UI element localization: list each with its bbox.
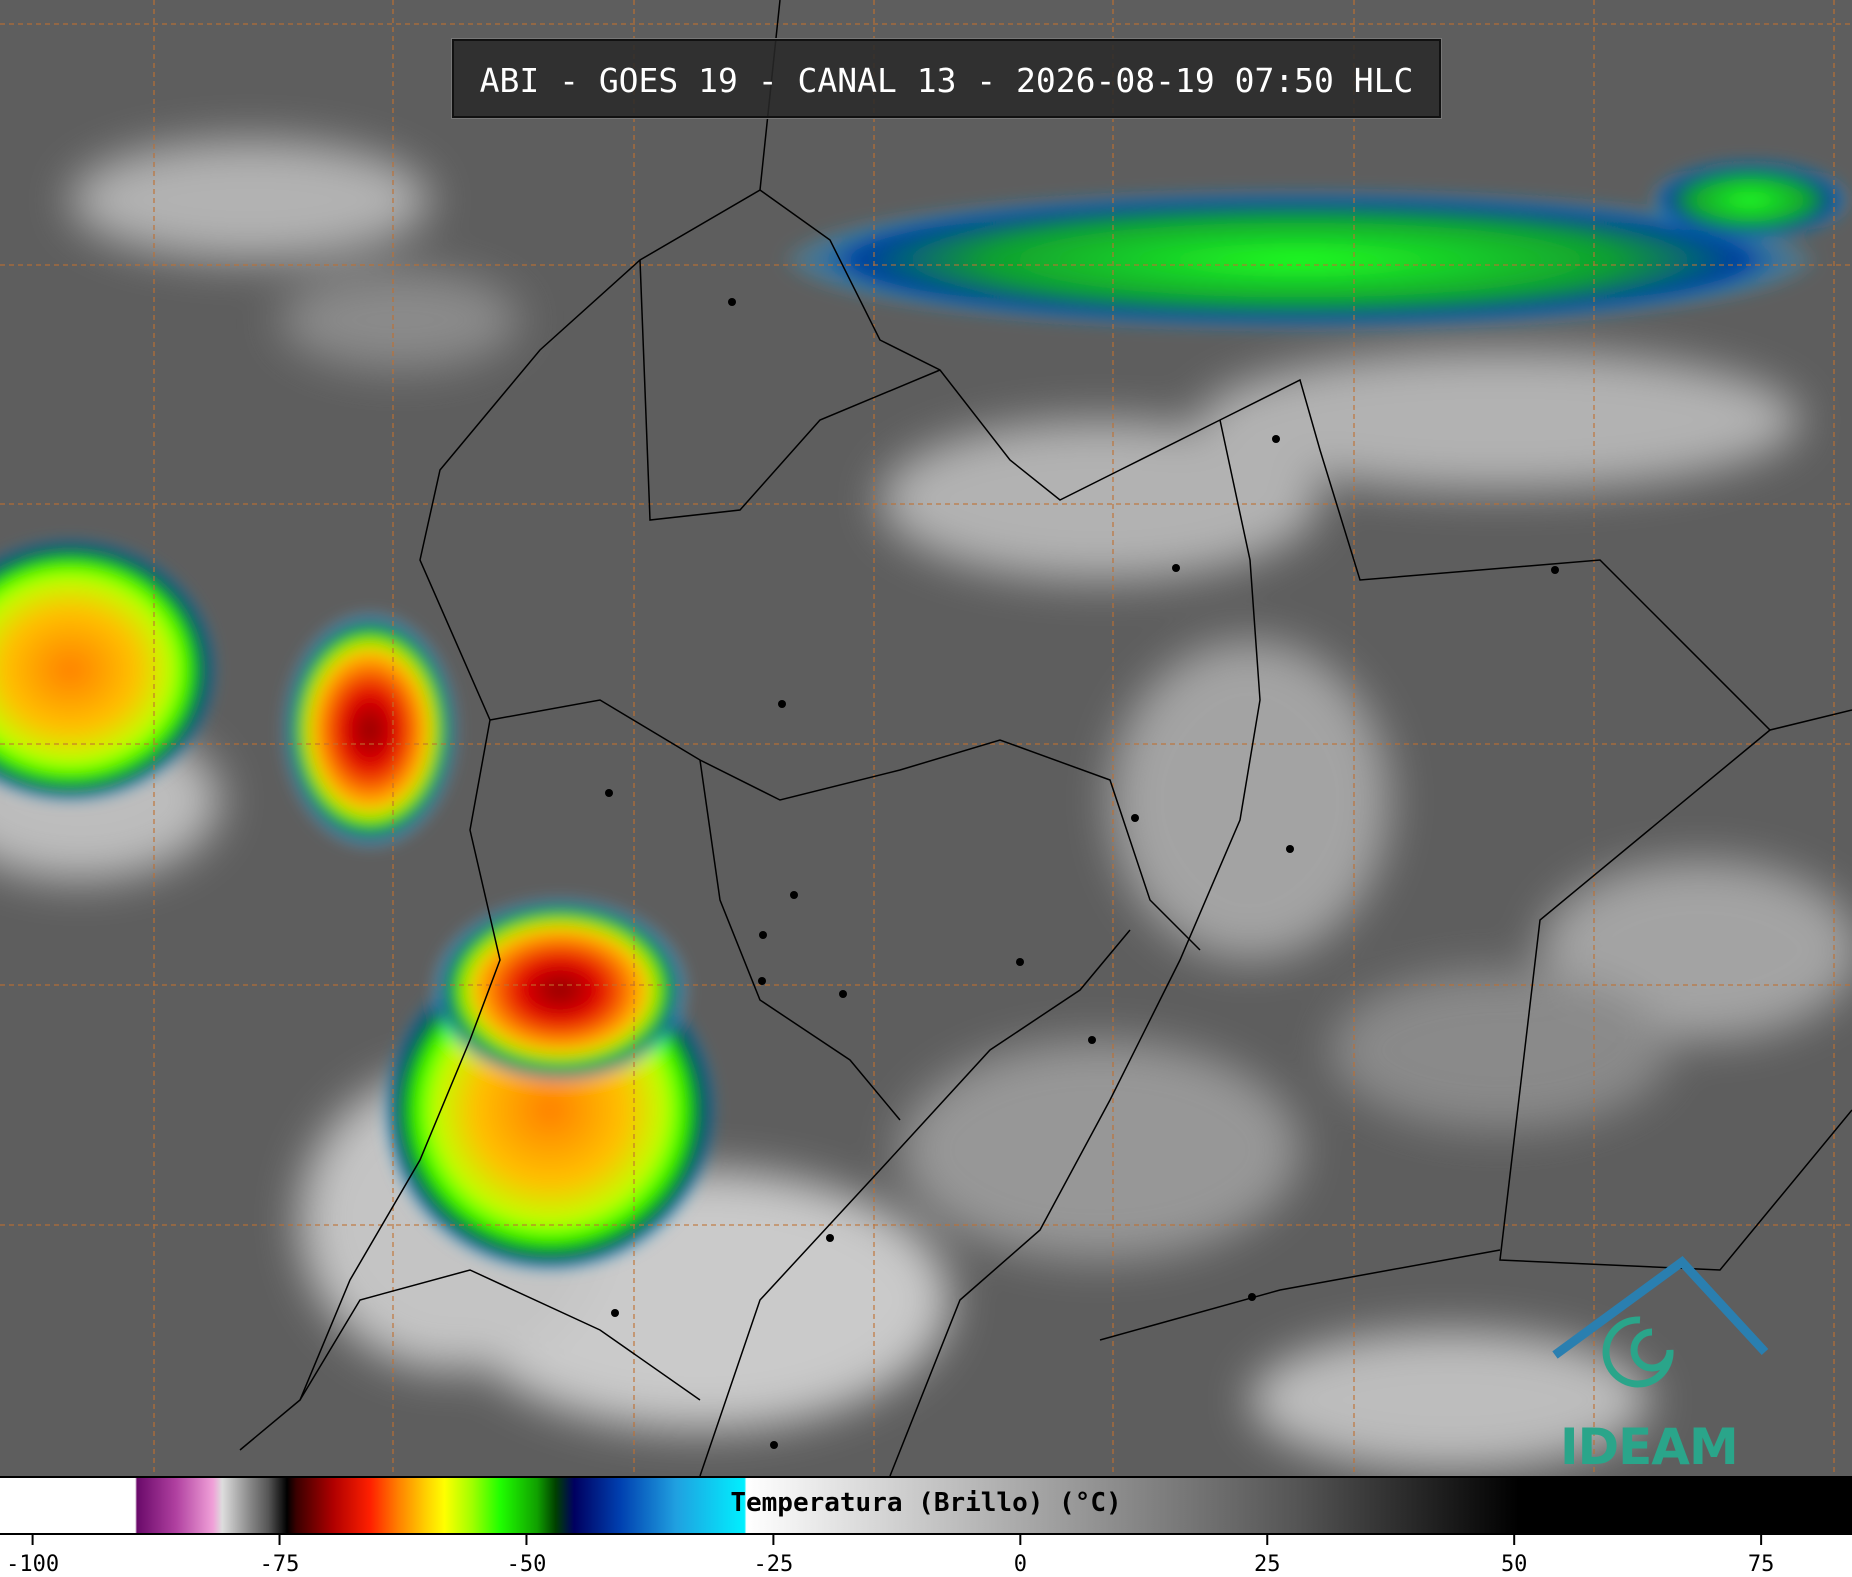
tick-label: -100: [6, 1552, 59, 1577]
tick-label: 50: [1501, 1552, 1528, 1577]
colorbar-label: Temperatura (Brillo) (°C): [730, 1488, 1122, 1518]
logo: IDEAM: [1560, 1418, 1739, 1476]
tick-label: -75: [260, 1552, 300, 1577]
colorbar: [0, 1476, 1852, 1535]
tick-label: 25: [1254, 1552, 1281, 1577]
tick-label: 0: [1014, 1552, 1027, 1577]
tick-label: -50: [507, 1552, 547, 1577]
satellite-map: [0, 0, 1852, 1476]
colorbar-axis: -100 -75 -50 -25 0 25 50 75: [6, 1535, 1775, 1577]
title-box: ABI - GOES 19 - CANAL 13 - 2026-08-19 07…: [452, 39, 1441, 118]
tick-label: 75: [1748, 1552, 1775, 1577]
tick-label: -25: [754, 1552, 794, 1577]
